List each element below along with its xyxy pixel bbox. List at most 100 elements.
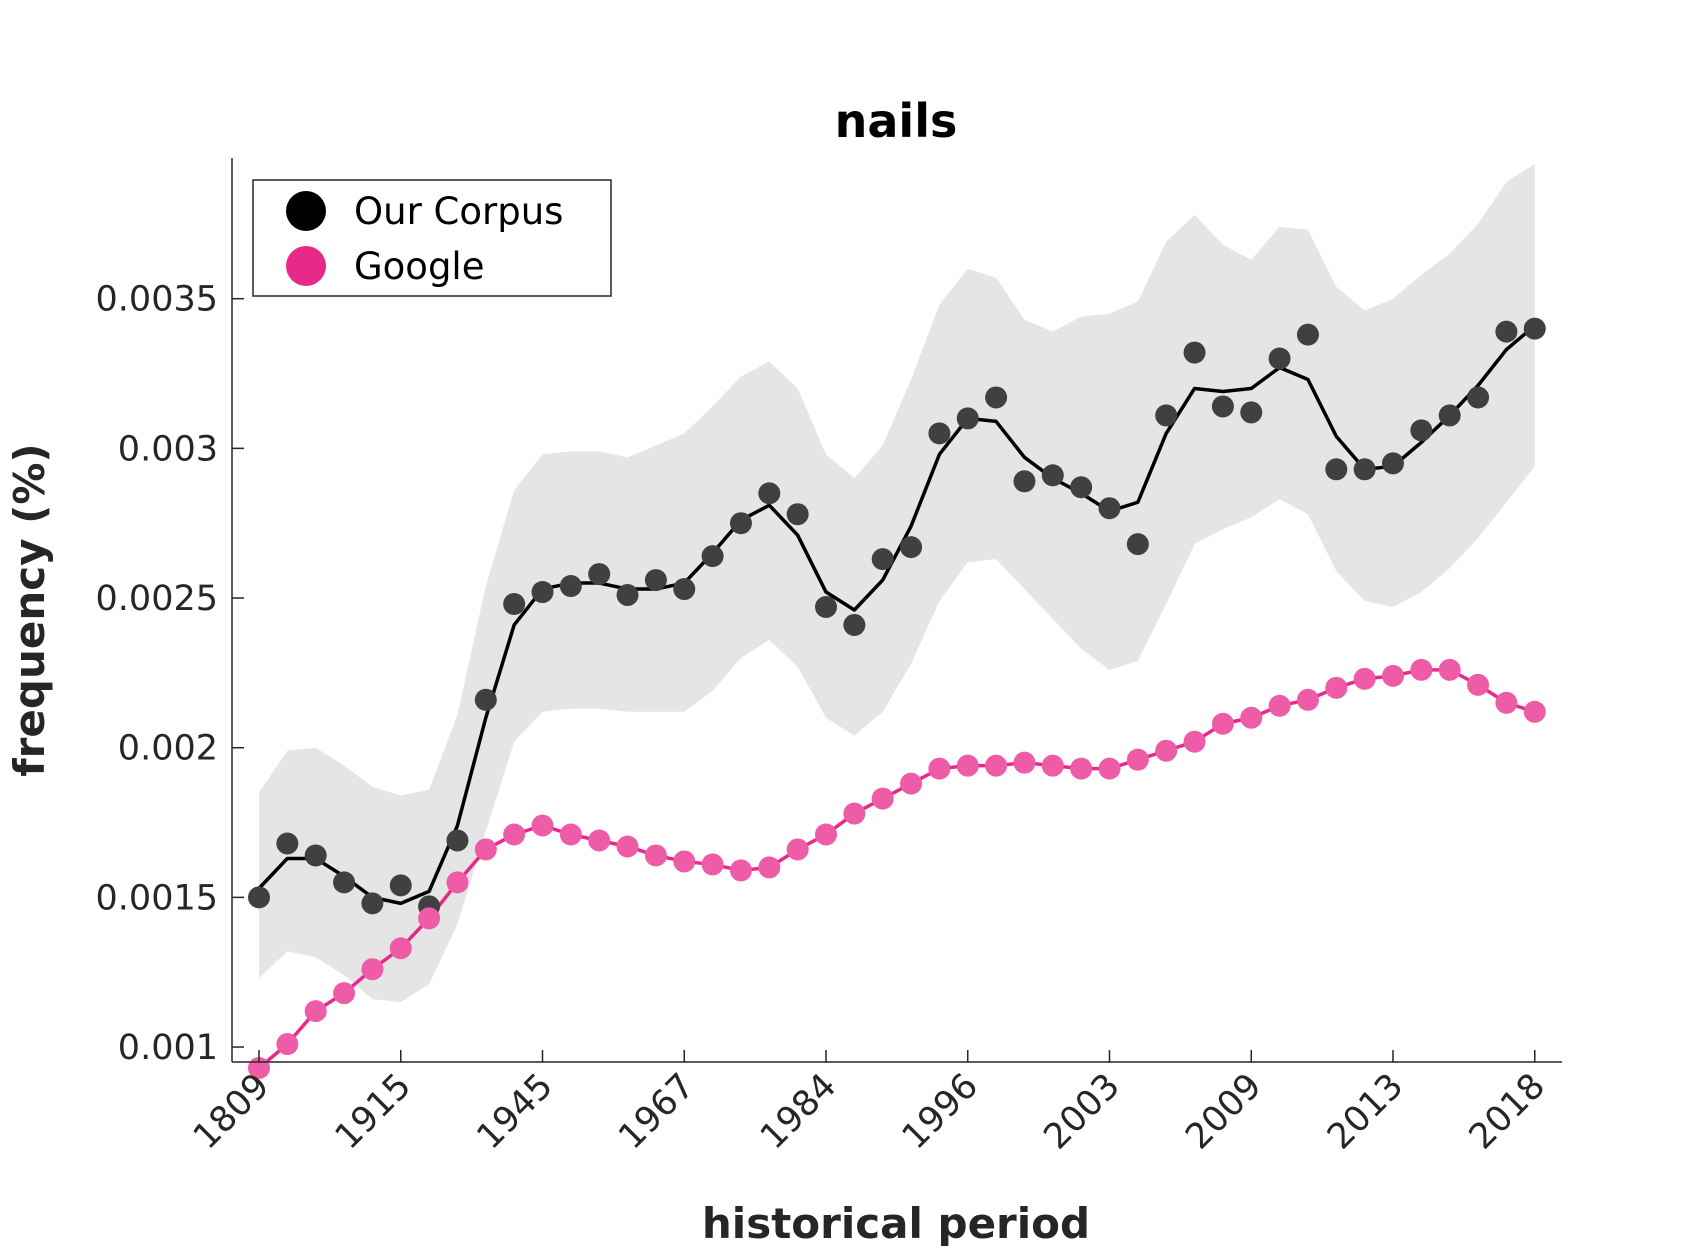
legend-label-google: Google [354,245,484,288]
y-tick-label: 0.0015 [96,878,218,918]
google-point [1296,688,1319,711]
x-tick-label: 1996 [895,1066,986,1157]
x-ticks: 1809 1915 1945 1967 1984 1996 2003 2009 2013 2018 [186,1050,1553,1157]
x-axis-label: historical period [702,1199,1090,1246]
our-corpus-point [1070,476,1093,499]
y-tick-label: 0.0025 [96,579,218,619]
our-corpus-point [928,422,951,445]
google-point [843,802,866,825]
our-corpus-point [1523,317,1546,340]
our-corpus-point [1211,395,1234,418]
confidence-band-layer [259,163,1535,1003]
x-tick-label: 2009 [1178,1066,1269,1157]
marker-layer [248,317,1546,1079]
our-corpus-point [1325,458,1348,481]
our-corpus-point [1495,320,1518,343]
google-point [729,859,752,882]
our-corpus-point [1382,452,1404,475]
our-corpus-point [985,386,1008,409]
our-corpus-point [1410,419,1433,442]
google-point [361,958,384,981]
google-point [559,823,582,846]
y-tick-label: 0.001 [118,1028,218,1068]
legend: Our Corpus Google [252,179,612,297]
our-corpus-point [503,593,526,616]
google-point [1410,658,1433,681]
google-point [276,1033,299,1056]
our-corpus-point [758,482,781,505]
our-corpus-point [729,512,752,535]
legend-label-our-corpus: Our Corpus [354,190,563,233]
our-corpus-point [333,871,356,894]
y-tick-label: 0.003 [118,429,218,469]
our-corpus-point [276,832,299,855]
our-corpus-confidence-band [259,163,1535,1003]
our-corpus-point [1353,458,1376,481]
google-point [418,907,441,930]
x-tick-label: 1967 [611,1066,702,1157]
google-point [588,829,611,852]
y-tick-label: 0.002 [118,729,218,769]
our-corpus-smoothed-line [257,324,1536,906]
y-tick-label: 0.0035 [96,280,218,320]
our-corpus-point [559,575,582,598]
our-corpus-point [304,844,327,867]
x-tick-label: 1915 [328,1066,419,1157]
our-corpus-point [673,578,696,601]
our-corpus-point [1438,404,1461,427]
our-corpus-point [900,536,923,559]
our-corpus-point [389,874,412,897]
google-point [1211,712,1234,735]
google-point [531,814,554,837]
google-point [1155,739,1178,762]
google-point [304,1000,327,1023]
our-corpus-point [1296,323,1319,346]
our-corpus-point [1098,497,1121,520]
our-corpus-point [248,886,270,909]
our-corpus-point [701,545,724,568]
x-tick-label: 2003 [1037,1066,1128,1157]
google-point [815,823,837,846]
google-point [389,937,412,960]
google-point [503,823,526,846]
google-point [644,844,667,867]
our-corpus-point [786,503,809,526]
our-corpus-point [616,584,639,607]
google-point [1268,694,1291,717]
legend-marker-google [286,246,326,286]
our-corpus-point [588,563,611,586]
series-line-layer [257,324,1536,1070]
our-corpus-point [1126,533,1149,556]
google-point [985,754,1008,777]
x-tick-label: 2013 [1320,1066,1411,1157]
our-corpus-point [1240,401,1263,424]
google-point [1126,748,1149,771]
google-point [474,838,497,861]
x-tick-label: 1945 [470,1066,561,1157]
google-point [1013,751,1036,774]
google-point [1438,658,1461,681]
google-point [956,754,979,777]
google-point [446,871,469,894]
google-point [900,772,923,795]
our-corpus-point [1467,386,1490,409]
google-point [871,787,894,810]
x-tick-label: 1809 [186,1066,277,1157]
google-point [928,757,951,780]
our-corpus-point [843,613,866,636]
google-point [1070,757,1093,780]
google-point [1523,700,1546,723]
our-corpus-point [474,688,497,711]
legend-marker-our-corpus [286,191,326,231]
google-point [1325,676,1348,699]
our-corpus-point [815,596,837,619]
google-point [758,856,781,879]
google-point [1495,691,1518,714]
our-corpus-point [531,581,554,604]
x-tick-label: 1984 [753,1066,844,1157]
chart-title: nails [835,94,958,148]
our-corpus-point [956,407,979,430]
our-corpus-point [1013,470,1036,493]
google-point [701,853,724,876]
our-corpus-point [1268,347,1291,370]
